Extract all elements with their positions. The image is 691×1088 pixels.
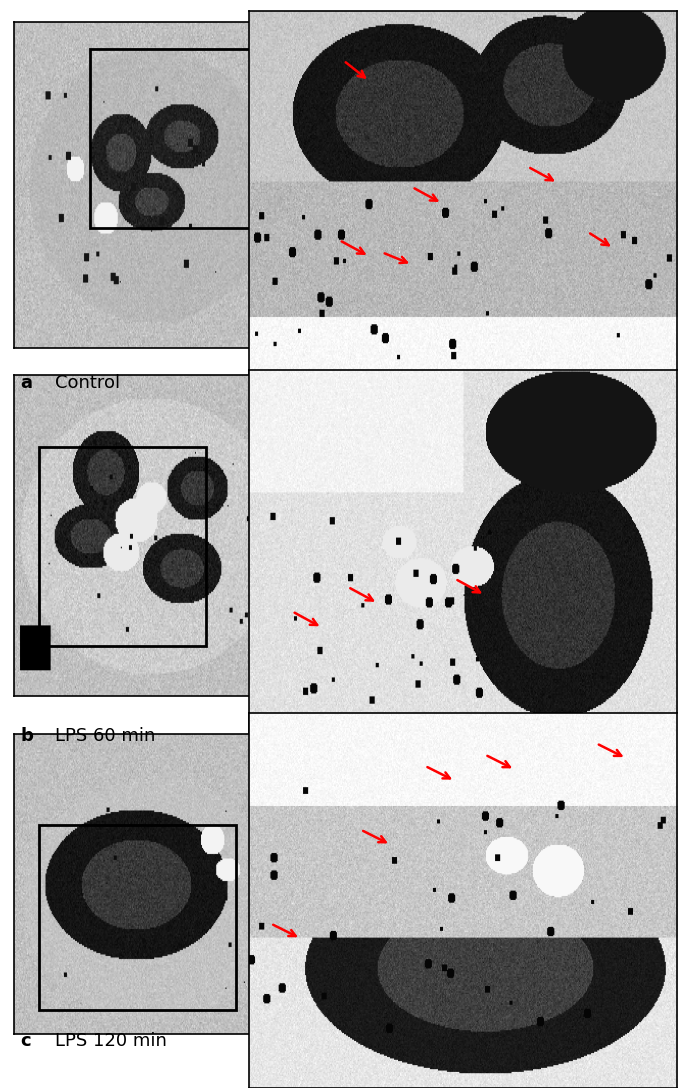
Text: Control: Control xyxy=(55,373,120,392)
Bar xyxy=(91,49,258,228)
Text: LPS 120 min: LPS 120 min xyxy=(55,1031,167,1050)
Bar xyxy=(39,447,206,646)
Text: c: c xyxy=(21,1031,31,1050)
Bar xyxy=(39,825,236,1011)
Text: a: a xyxy=(21,373,32,392)
Text: b: b xyxy=(21,727,34,745)
Text: LPS 60 min: LPS 60 min xyxy=(55,727,155,745)
